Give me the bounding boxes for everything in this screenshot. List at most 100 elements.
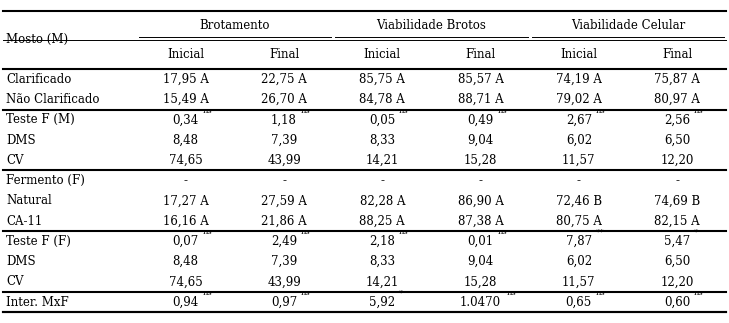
Text: 0,60: 0,60 bbox=[664, 296, 690, 309]
Text: 6,50: 6,50 bbox=[664, 133, 690, 147]
Text: ns: ns bbox=[399, 228, 408, 236]
Text: 8,48: 8,48 bbox=[173, 133, 199, 147]
Text: 7,39: 7,39 bbox=[271, 133, 297, 147]
Text: **: ** bbox=[596, 228, 604, 236]
Text: 74,65: 74,65 bbox=[169, 154, 203, 167]
Text: 15,28: 15,28 bbox=[464, 276, 497, 288]
Text: -: - bbox=[381, 174, 384, 187]
Text: 8,33: 8,33 bbox=[369, 255, 395, 268]
Text: 2,67: 2,67 bbox=[566, 113, 592, 126]
Text: -: - bbox=[282, 174, 286, 187]
Text: 0,49: 0,49 bbox=[467, 113, 494, 126]
Text: 6,02: 6,02 bbox=[566, 133, 592, 147]
Text: 2,49: 2,49 bbox=[271, 235, 297, 248]
Text: CV: CV bbox=[7, 276, 24, 288]
Text: 6,50: 6,50 bbox=[664, 255, 690, 268]
Text: 8,48: 8,48 bbox=[173, 255, 199, 268]
Text: DMS: DMS bbox=[7, 255, 36, 268]
Text: Natural: Natural bbox=[7, 194, 52, 207]
Text: ns: ns bbox=[694, 289, 703, 297]
Text: 6,02: 6,02 bbox=[566, 255, 592, 268]
Text: *: * bbox=[694, 228, 698, 236]
Text: ns: ns bbox=[203, 289, 212, 297]
Text: 1,18: 1,18 bbox=[271, 113, 297, 126]
Text: 0,97: 0,97 bbox=[271, 296, 297, 309]
Text: ns: ns bbox=[507, 289, 517, 297]
Text: 75,87 A: 75,87 A bbox=[654, 73, 700, 86]
Text: Inicial: Inicial bbox=[561, 48, 597, 61]
Text: 86,90 A: 86,90 A bbox=[458, 194, 504, 207]
Text: 88,71 A: 88,71 A bbox=[458, 93, 503, 106]
Text: Brotamento: Brotamento bbox=[200, 19, 270, 32]
Text: DMS: DMS bbox=[7, 133, 36, 147]
Text: ns: ns bbox=[596, 107, 605, 115]
Text: -: - bbox=[577, 174, 581, 187]
Text: 9,04: 9,04 bbox=[467, 255, 494, 268]
Text: 15,49 A: 15,49 A bbox=[163, 93, 208, 106]
Text: 15,28: 15,28 bbox=[464, 154, 497, 167]
Text: -: - bbox=[184, 174, 188, 187]
Text: 26,70 A: 26,70 A bbox=[261, 93, 307, 106]
Text: 0,01: 0,01 bbox=[467, 235, 494, 248]
Text: Final: Final bbox=[269, 48, 299, 61]
Text: 80,97 A: 80,97 A bbox=[654, 93, 700, 106]
Text: CA-11: CA-11 bbox=[7, 214, 42, 228]
Text: 82,15 A: 82,15 A bbox=[654, 214, 700, 228]
Text: Viabilidade Celular: Viabilidade Celular bbox=[571, 19, 685, 32]
Text: Clarificado: Clarificado bbox=[7, 73, 71, 86]
Text: 5,47: 5,47 bbox=[664, 235, 690, 248]
Text: 0,94: 0,94 bbox=[173, 296, 199, 309]
Text: 11,57: 11,57 bbox=[562, 154, 596, 167]
Text: 88,25 A: 88,25 A bbox=[359, 214, 405, 228]
Text: 5,92: 5,92 bbox=[369, 296, 395, 309]
Text: 72,46 B: 72,46 B bbox=[555, 194, 602, 207]
Text: 0,07: 0,07 bbox=[173, 235, 199, 248]
Text: 11,57: 11,57 bbox=[562, 276, 596, 288]
Text: 74,65: 74,65 bbox=[169, 276, 203, 288]
Text: Mosto (M): Mosto (M) bbox=[7, 33, 69, 47]
Text: ns: ns bbox=[596, 289, 605, 297]
Text: ns: ns bbox=[203, 107, 212, 115]
Text: CV: CV bbox=[7, 154, 24, 167]
Text: 17,27 A: 17,27 A bbox=[163, 194, 208, 207]
Text: 0,34: 0,34 bbox=[173, 113, 199, 126]
Text: 87,38 A: 87,38 A bbox=[458, 214, 504, 228]
Text: 82,28 A: 82,28 A bbox=[359, 194, 405, 207]
Text: 17,95 A: 17,95 A bbox=[163, 73, 208, 86]
Text: ns: ns bbox=[301, 289, 311, 297]
Text: 2,56: 2,56 bbox=[664, 113, 690, 126]
Text: Inicial: Inicial bbox=[364, 48, 401, 61]
Text: ns: ns bbox=[399, 107, 409, 115]
Text: Teste F (M): Teste F (M) bbox=[7, 113, 75, 126]
Text: 12,20: 12,20 bbox=[660, 276, 694, 288]
Text: 16,16 A: 16,16 A bbox=[163, 214, 208, 228]
Text: Teste F (F): Teste F (F) bbox=[7, 235, 71, 248]
Text: 74,69 B: 74,69 B bbox=[654, 194, 701, 207]
Text: ns: ns bbox=[301, 228, 311, 236]
Text: Inter. MxF: Inter. MxF bbox=[7, 296, 69, 309]
Text: 1.0470: 1.0470 bbox=[460, 296, 501, 309]
Text: ns: ns bbox=[497, 107, 507, 115]
Text: Não Clarificado: Não Clarificado bbox=[7, 93, 100, 106]
Text: ns: ns bbox=[300, 107, 311, 115]
Text: Final: Final bbox=[465, 48, 496, 61]
Text: 27,59 A: 27,59 A bbox=[261, 194, 307, 207]
Text: 0,05: 0,05 bbox=[369, 113, 395, 126]
Text: Inicial: Inicial bbox=[167, 48, 204, 61]
Text: 43,99: 43,99 bbox=[267, 154, 301, 167]
Text: 8,33: 8,33 bbox=[369, 133, 395, 147]
Text: 22,75 A: 22,75 A bbox=[261, 73, 307, 86]
Text: 79,02 A: 79,02 A bbox=[556, 93, 601, 106]
Text: 80,75 A: 80,75 A bbox=[556, 214, 601, 228]
Text: 12,20: 12,20 bbox=[660, 154, 694, 167]
Text: -: - bbox=[675, 174, 679, 187]
Text: 2,18: 2,18 bbox=[370, 235, 395, 248]
Text: 43,99: 43,99 bbox=[267, 276, 301, 288]
Text: 7,87: 7,87 bbox=[566, 235, 592, 248]
Text: 21,86 A: 21,86 A bbox=[261, 214, 307, 228]
Text: 85,57 A: 85,57 A bbox=[458, 73, 504, 86]
Text: Fermento (F): Fermento (F) bbox=[7, 174, 85, 187]
Text: 14,21: 14,21 bbox=[366, 154, 399, 167]
Text: Viabilidade Brotos: Viabilidade Brotos bbox=[376, 19, 486, 32]
Text: *: * bbox=[399, 289, 403, 297]
